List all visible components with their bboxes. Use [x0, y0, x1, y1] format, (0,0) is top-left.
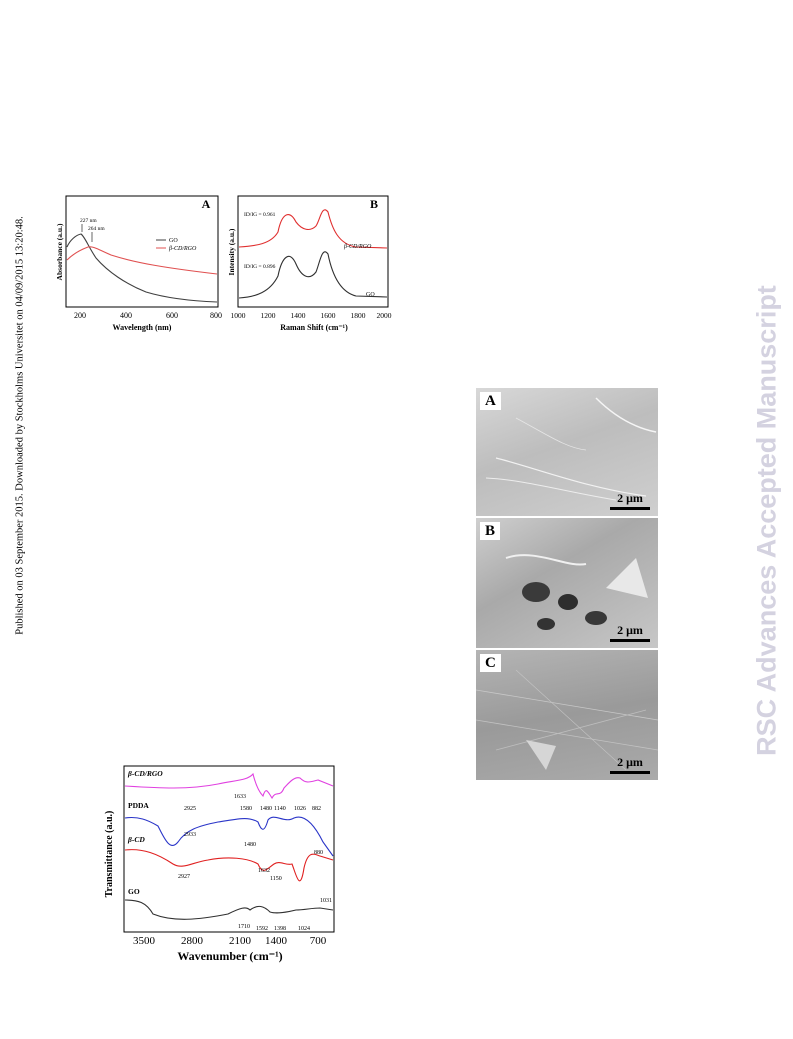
ftir-annot: 882 [312, 806, 321, 812]
ftir-ylabel: Transmittance (a.u.) [104, 811, 115, 898]
ftir-annot: 1592 [256, 926, 268, 932]
panel-a-xtick: 800 [210, 311, 222, 320]
ftir-annot: 1150 [270, 876, 282, 882]
ftir-annot: 2927 [178, 874, 190, 880]
ftir-annot: 1710 [238, 924, 250, 930]
panel-b-xtick: 1200 [261, 311, 276, 320]
ftir-annot: 1580 [240, 806, 252, 812]
sem-panel-b: B 2 μm [476, 518, 658, 648]
legend-rgo: β-CD/RGO [168, 246, 197, 252]
raman-go-curve [238, 251, 388, 299]
panel-b-xtick: 2000 [377, 311, 392, 320]
panel-a-ylabel: Absorbance (a.u.) [56, 223, 64, 280]
panel-a-xlabel: Wavelength (nm) [113, 323, 172, 332]
uv-go-curve [66, 233, 218, 303]
ftir-annot: 1480 [244, 842, 256, 848]
panel-b-xtick: 1400 [291, 311, 306, 320]
sem-scalebar-a: 2 μm [610, 491, 650, 510]
ftir-annot: 1633 [234, 794, 246, 800]
sem-scalebar-c: 2 μm [610, 755, 650, 774]
sem-texture-b [505, 554, 648, 630]
ftir-xtick: 2800 [181, 935, 204, 947]
ftir-pdda-curve [124, 816, 334, 857]
ftir-annot: 1140 [274, 806, 286, 812]
ftir-annot: 2925 [184, 806, 196, 812]
ftir-series-go: GO [128, 887, 140, 896]
ftir-annot: 1026 [294, 806, 306, 812]
ftir-cd-curve [124, 849, 334, 882]
sem-scale-text-c: 2 μm [617, 755, 643, 769]
panel-a-xtick: 600 [166, 311, 178, 320]
panel-a-frame [65, 195, 219, 308]
sem-texture-c [476, 669, 658, 771]
sem-label-a: A [480, 392, 501, 410]
ftir-rgo-curve [124, 772, 334, 800]
sem-texture-a [485, 397, 657, 501]
ftir-frame [123, 765, 335, 933]
journal-watermark-text: RSC Advances Accepted Manuscript [751, 285, 782, 756]
publication-note: Published on 03 September 2015. Download… [14, 216, 26, 635]
ftir-annot: 1031 [320, 898, 332, 904]
ftir-xtick: 700 [310, 935, 327, 947]
sem-scale-text-a: 2 μm [617, 491, 643, 505]
ftir-annot: 880 [314, 850, 323, 856]
sem-panel-a: A 2 μm [476, 388, 658, 516]
ftir-xtick: 1400 [265, 935, 288, 947]
raman-rgo-curve [238, 209, 388, 249]
ftir-go-curve [124, 899, 334, 920]
journal-watermark: RSC Advances Accepted Manuscript [750, 250, 784, 790]
panel-b-xtick: 1000 [231, 311, 246, 320]
sem-panel-c: C 2 μm [476, 650, 658, 780]
panel-b-xtick: 1600 [321, 311, 336, 320]
legend-go: GO [169, 238, 178, 244]
annotation-264: 264 nm [88, 226, 105, 232]
publication-sidebar: Published on 03 September 2015. Download… [10, 190, 26, 670]
sem-scale-line-b [610, 639, 650, 642]
ftir-series-cd: β-CD [127, 835, 145, 844]
uv-raman-figure: A 227 nm 264 nm GO β-CD/RGO Absorbance (… [56, 195, 392, 332]
raman-rgo-label: β-CD/RGO [343, 244, 372, 250]
ftir-annot: 1398 [274, 926, 286, 932]
ftir-xtick: 3500 [133, 935, 156, 947]
ftir-figure: β-CD/RGO PDDA β-CD GO 2925 1633 1580 148… [104, 765, 335, 963]
ftir-series-pdda: PDDA [128, 801, 149, 810]
panel-b-ylabel: Intensity (a.u.) [227, 228, 236, 275]
panel-a-label: A [202, 197, 211, 211]
ftir-annot: 1480 [260, 806, 272, 812]
annotation-227: 227 nm [80, 218, 97, 224]
ratio-bottom: ID/IG = 0.896 [244, 264, 276, 270]
sem-label-c: C [480, 654, 501, 672]
sem-scalebar-b: 2 μm [610, 623, 650, 642]
ftir-annot: 1632 [258, 868, 270, 874]
panel-b-frame [237, 195, 389, 308]
ftir-annot: 1024 [298, 926, 310, 932]
ftir-xlabel: Wavenumber (cm⁻¹) [177, 949, 282, 963]
uv-rgo-curve [66, 246, 218, 275]
sem-label-b: B [480, 522, 501, 540]
sem-scale-text-b: 2 μm [617, 623, 643, 637]
raman-go-label: GO [366, 292, 375, 298]
panel-b-label: B [370, 197, 378, 211]
sem-scale-line-a [610, 507, 650, 510]
ftir-xtick: 2100 [229, 935, 252, 947]
ftir-series-rgo: β-CD/RGO [127, 769, 163, 778]
ftir-annot: 2933 [184, 832, 196, 838]
panel-a-xtick: 400 [120, 311, 132, 320]
ratio-top: ID/IG = 0.961 [244, 212, 276, 218]
panel-b-xlabel: Raman Shift (cm⁻¹) [280, 323, 348, 332]
panel-b-xtick: 1800 [351, 311, 366, 320]
panel-a-xtick: 200 [74, 311, 86, 320]
sem-scale-line-c [610, 771, 650, 774]
